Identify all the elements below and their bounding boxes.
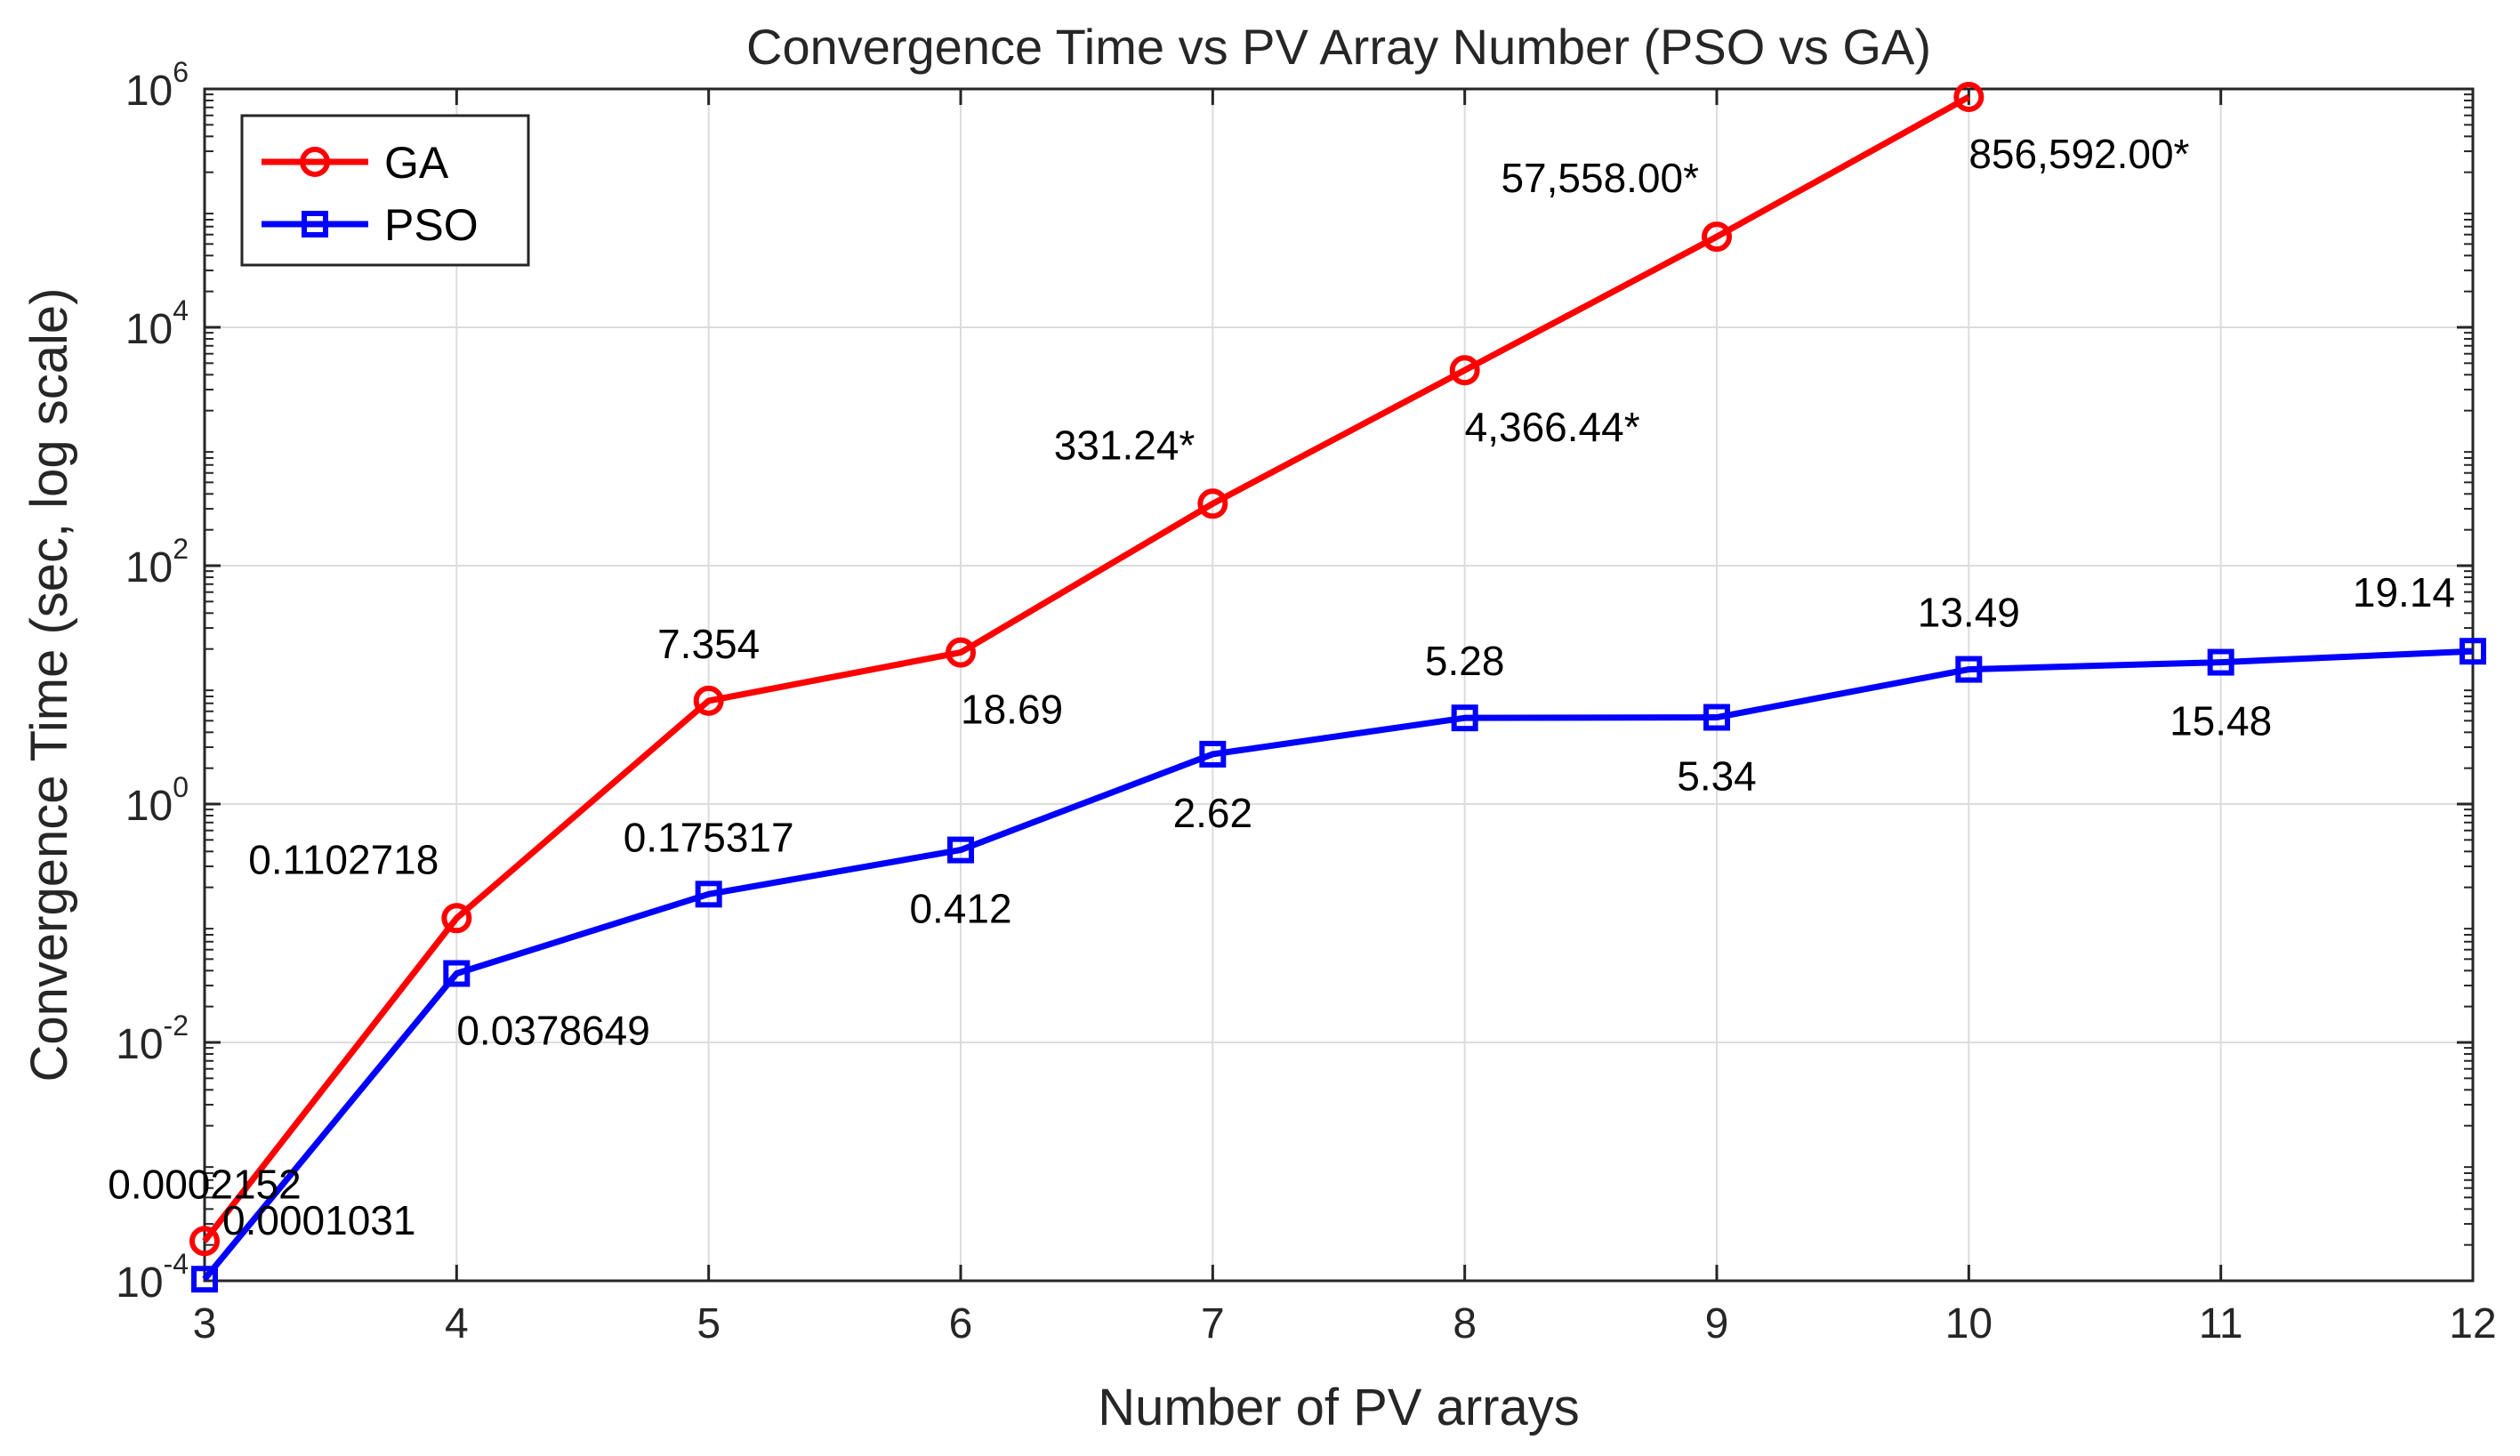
series-layer: [189, 82, 2486, 1293]
pso-point: [1703, 704, 1730, 731]
y-tick-label: 102: [125, 533, 189, 591]
pso-point: [1955, 656, 1983, 683]
y-tick-label: 106: [125, 56, 189, 115]
ga-data-label: 4,366.44*: [1465, 404, 1640, 450]
y-tick-label: 10-2: [116, 1010, 189, 1068]
pso-data-label: 5.28: [1425, 638, 1505, 684]
pso-series-line: [202, 648, 2474, 1282]
ga-series-line: [202, 93, 1971, 1243]
ga-point: [1953, 82, 1985, 113]
ga-point: [1702, 221, 1732, 253]
legend-box: [240, 114, 530, 267]
ga-data-label: 7.354: [657, 621, 760, 667]
y-tick-label: 100: [125, 771, 189, 830]
ga-data-label: 18.69: [961, 687, 1063, 733]
ga-data-label: 856,592.00*: [1968, 131, 2189, 177]
pso-point: [2460, 638, 2486, 665]
plot-area: [203, 87, 2475, 1283]
pso-point: [1451, 704, 1478, 732]
ga-legend-marker: [300, 147, 330, 177]
pso-point: [695, 881, 722, 908]
pso-point: [947, 836, 974, 864]
x-tick-label: 3: [193, 1300, 217, 1347]
y-tick-label: 104: [125, 294, 189, 353]
legend: GA PSO: [240, 114, 530, 267]
pso-data-label: 0.412: [909, 886, 1011, 932]
pso-point: [443, 960, 471, 987]
ga-point: [189, 1226, 220, 1257]
x-tick-label: 6: [949, 1300, 973, 1347]
x-axis-label: Number of PV arrays: [1098, 1379, 1580, 1436]
y-tick-label: 10-4: [116, 1248, 189, 1307]
pso-point: [191, 1266, 218, 1293]
x-tick-label: 4: [445, 1300, 469, 1347]
pso-data-label: 19.14: [2353, 569, 2455, 615]
x-tick-label: 12: [2449, 1300, 2496, 1347]
pso-point: [1199, 740, 1227, 768]
x-tick-label: 8: [1453, 1300, 1477, 1347]
ga-point: [1449, 355, 1480, 386]
ga-point: [946, 637, 976, 668]
ga-point: [693, 685, 724, 716]
data-labels: 0.0002152 0.1102718 7.354 18.69 331.24* 4,366…: [108, 131, 2455, 1243]
chart-title: Convergence Time vs PV Array Number (PSO…: [746, 19, 1931, 75]
x-tick-label: 7: [1201, 1300, 1225, 1347]
x-tick-label: 11: [2199, 1300, 2243, 1347]
pso-data-label: 0.175317: [624, 814, 794, 860]
x-tick-label: 10: [1945, 1300, 1993, 1347]
ga-data-label: 0.0002152: [108, 1161, 301, 1207]
pso-data-label: 0.0001031: [222, 1197, 415, 1243]
x-tick-label: 5: [696, 1300, 721, 1347]
pso-point: [2207, 648, 2234, 676]
pso-data-label: 0.0378649: [456, 1008, 649, 1054]
ga-data-label: 0.1102718: [248, 836, 439, 882]
pso-data-label: 5.34: [1677, 753, 1757, 800]
axis-ticks: 3 4 5 6 7 8 9 10 11 12 10-4 10-2 100 102 104 106: [116, 56, 2497, 1347]
y-axis-label: Convergence Time (sec, log scale): [20, 288, 78, 1082]
pso-legend-label: PSO: [384, 200, 479, 250]
x-tick-label: 9: [1705, 1300, 1729, 1347]
pso-legend-marker: [302, 211, 328, 237]
pso-data-label: 2.62: [1173, 790, 1253, 836]
ga-data-label: 57,558.00*: [1501, 155, 1699, 201]
ga-legend-label: GA: [384, 138, 449, 188]
pso-data-label: 15.48: [2170, 698, 2272, 744]
ga-data-label: 331.24*: [1054, 422, 1196, 468]
ga-point: [441, 903, 472, 934]
grid-lines: [205, 89, 2473, 1281]
pso-data-label: 13.49: [1918, 590, 2020, 636]
ga-point: [1197, 488, 1228, 519]
